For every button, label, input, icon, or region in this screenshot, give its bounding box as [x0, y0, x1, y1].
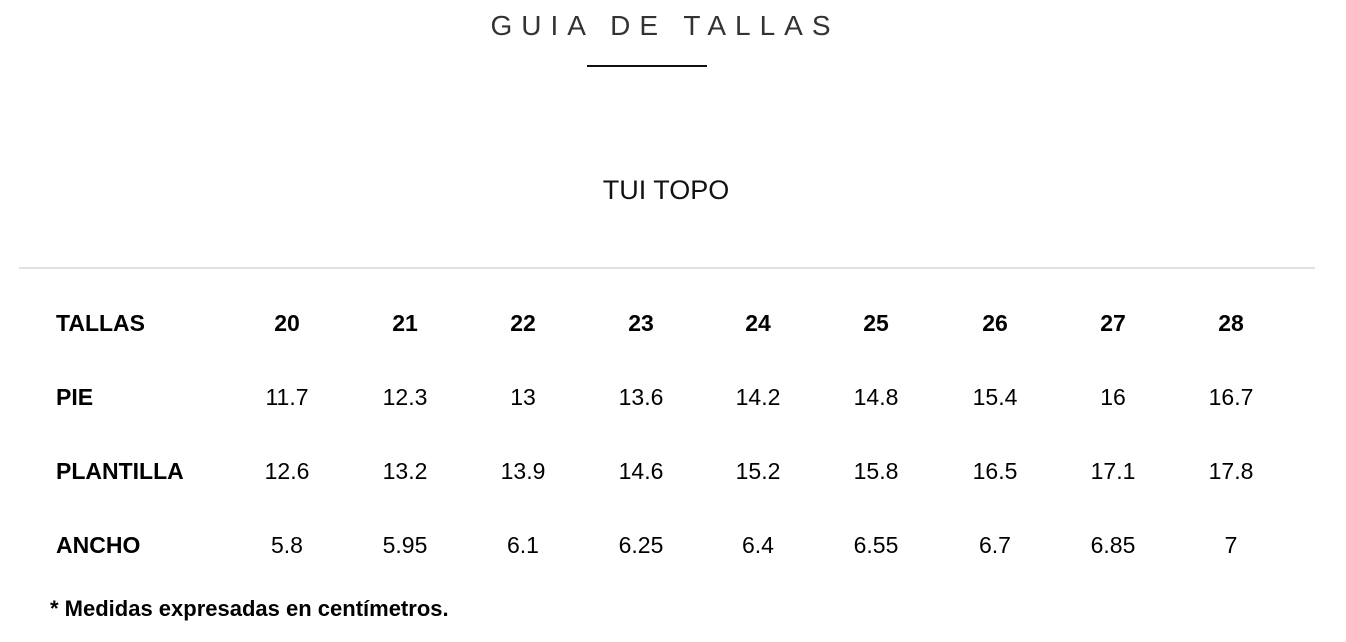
size-header-cell: 28 [1218, 310, 1244, 336]
table-cell: 15.4 [972, 384, 1018, 410]
row-label: PLANTILLA [56, 458, 184, 484]
table-cell: 11.7 [265, 384, 309, 410]
table-cell: 6.1 [507, 532, 539, 558]
table-cell: 6.7 [979, 532, 1011, 558]
table-cell: 13.9 [500, 458, 546, 484]
table-cell: 15.2 [735, 458, 781, 484]
page-title: GUIA DE TALLAS [490, 10, 840, 41]
table-cell: 5.95 [382, 532, 428, 558]
table-cell: 12.6 [264, 458, 310, 484]
size-header-cell: 23 [628, 310, 654, 336]
table-cell: 6.25 [618, 532, 664, 558]
size-header-cell: 22 [510, 310, 536, 336]
table-cell: 13.2 [382, 458, 428, 484]
table-cell: 6.55 [853, 532, 899, 558]
table-header-row: TALLAS 20 21 22 23 24 25 26 27 28 [0, 308, 1346, 338]
table-row: PLANTILLA 12.6 13.2 13.9 14.6 15.2 15.8 16.5 17.… [0, 456, 1346, 486]
table-cell: 6.85 [1090, 532, 1136, 558]
table-cell: 15.8 [853, 458, 899, 484]
row-label: TALLAS [56, 310, 146, 336]
product-name: TUI TOPO [602, 175, 730, 205]
divider [19, 267, 1315, 269]
table-row: PIE 11.7 12.3 13 13.6 14.2 14.8 15.4 16 16.7 [0, 382, 1346, 412]
row-label: PIE [56, 384, 94, 410]
size-header-cell: 24 [745, 310, 771, 336]
table-cell: 14.8 [853, 384, 899, 410]
table-cell: 14.6 [618, 458, 664, 484]
table-cell: 6.4 [742, 532, 774, 558]
table-cell: 12.3 [382, 384, 428, 410]
table-cell: 5.8 [271, 532, 303, 558]
footnote: * Medidas expresadas en centímetros. [50, 596, 449, 621]
title-underline [587, 65, 707, 67]
table-cell: 7 [1224, 532, 1238, 558]
size-header-cell: 20 [274, 310, 300, 336]
table-cell: 13 [510, 384, 536, 410]
table-cell: 16.7 [1208, 384, 1254, 410]
size-header-cell: 25 [863, 310, 889, 336]
table-row: ANCHO 5.8 5.95 6.1 6.25 6.4 6.55 6.7 6.85 7 [0, 530, 1346, 560]
size-header-cell: 26 [982, 310, 1008, 336]
size-header-cell: 21 [392, 310, 418, 336]
row-label: ANCHO [56, 532, 141, 558]
table-cell: 13.6 [618, 384, 664, 410]
table-cell: 14.2 [735, 384, 781, 410]
size-header-cell: 27 [1100, 310, 1126, 336]
table-cell: 16.5 [972, 458, 1018, 484]
table-cell: 17.8 [1208, 458, 1254, 484]
table-cell: 16 [1100, 384, 1126, 410]
table-cell: 17.1 [1090, 458, 1136, 484]
